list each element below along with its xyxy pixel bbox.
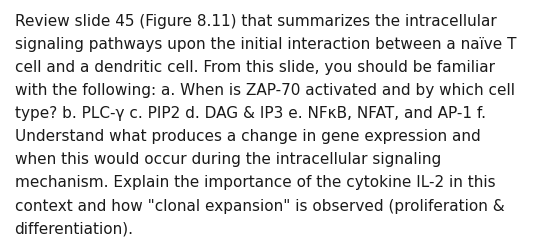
Text: when this would occur during the intracellular signaling: when this would occur during the intrace… bbox=[15, 152, 441, 167]
Text: with the following: a. When is ZAP-70 activated and by which cell: with the following: a. When is ZAP-70 ac… bbox=[15, 83, 514, 98]
Text: signaling pathways upon the initial interaction between a naïve T: signaling pathways upon the initial inte… bbox=[15, 37, 516, 52]
Text: cell and a dendritic cell. From this slide, you should be familiar: cell and a dendritic cell. From this sli… bbox=[15, 60, 494, 75]
Text: context and how "clonal expansion" is observed (proliferation &: context and how "clonal expansion" is ob… bbox=[15, 198, 504, 213]
Text: Understand what produces a change in gene expression and: Understand what produces a change in gen… bbox=[15, 129, 480, 144]
Text: mechanism. Explain the importance of the cytokine IL-2 in this: mechanism. Explain the importance of the… bbox=[15, 175, 495, 190]
Text: Review slide 45 (Figure 8.11) that summarizes the intracellular: Review slide 45 (Figure 8.11) that summa… bbox=[15, 14, 496, 29]
Text: differentiation).: differentiation). bbox=[15, 221, 133, 236]
Text: type? b. PLC-γ c. PIP2 d. DAG & IP3 e. NFκB, NFAT, and AP-1 f.: type? b. PLC-γ c. PIP2 d. DAG & IP3 e. N… bbox=[15, 106, 485, 121]
